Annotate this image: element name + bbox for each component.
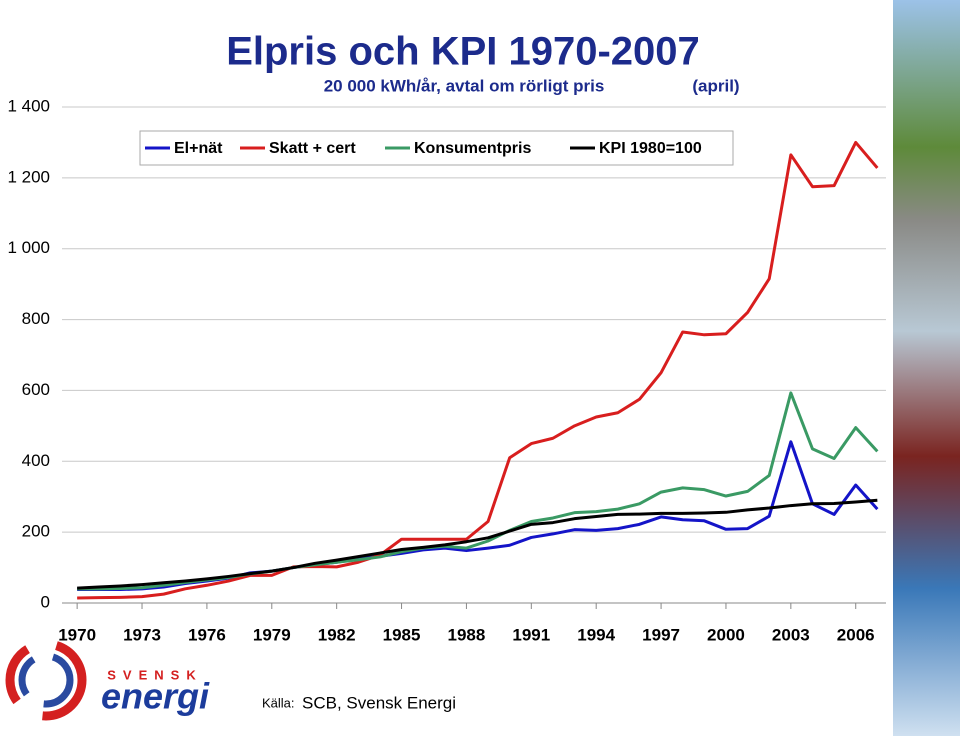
x-tick-label: 2003 xyxy=(772,625,810,644)
y-tick-label: 1 000 xyxy=(7,238,50,257)
x-tick-label: 1997 xyxy=(642,625,680,644)
photo-strip xyxy=(893,0,960,736)
series-line xyxy=(77,498,878,590)
x-tick-label: 1970 xyxy=(58,625,96,644)
x-tick-label: 1985 xyxy=(383,625,421,644)
legend-box xyxy=(139,130,734,166)
y-tick-label: 200 xyxy=(22,522,50,541)
series-line xyxy=(77,440,879,592)
y-tick-label: 600 xyxy=(22,380,50,399)
series-line xyxy=(77,140,879,600)
legend-label: Konsumentpris xyxy=(414,140,531,157)
logo-bottom: energi xyxy=(101,676,210,717)
y-tick-label: 1 400 xyxy=(7,96,50,115)
legend-label: El+nät xyxy=(174,140,223,157)
x-tick-label: 2000 xyxy=(707,625,745,644)
source-text: SCB, Svensk Energi xyxy=(302,693,456,712)
annotation: (april) xyxy=(692,76,739,95)
y-tick-label: 400 xyxy=(22,451,50,470)
x-tick-label: 1982 xyxy=(318,625,356,644)
legend-label: Skatt + cert xyxy=(269,140,356,157)
logo-ring xyxy=(5,639,87,721)
chart-title: Elpris och KPI 1970-2007 xyxy=(226,30,700,74)
logo-ring xyxy=(18,652,74,708)
legend-label: KPI 1980=100 xyxy=(599,140,702,157)
x-tick-label: 1979 xyxy=(253,625,291,644)
chart-subtitle: 20 000 kWh/år, avtal om rörligt pris xyxy=(324,76,605,95)
x-tick-label: 2006 xyxy=(837,625,875,644)
x-tick-label: 1973 xyxy=(123,625,161,644)
y-tick-label: 800 xyxy=(22,309,50,328)
logo: SVENSK energi xyxy=(5,639,210,721)
logo-top: SVENSK xyxy=(107,667,202,682)
x-tick-label: 1991 xyxy=(512,625,550,644)
source-label: Källa: xyxy=(262,695,295,710)
series-line xyxy=(77,391,879,591)
x-tick-label: 1976 xyxy=(188,625,226,644)
y-tick-label: 1 200 xyxy=(7,167,50,186)
x-tick-label: 1994 xyxy=(577,625,615,644)
x-tick-label: 1988 xyxy=(448,625,486,644)
y-tick-label: 0 xyxy=(41,592,50,611)
